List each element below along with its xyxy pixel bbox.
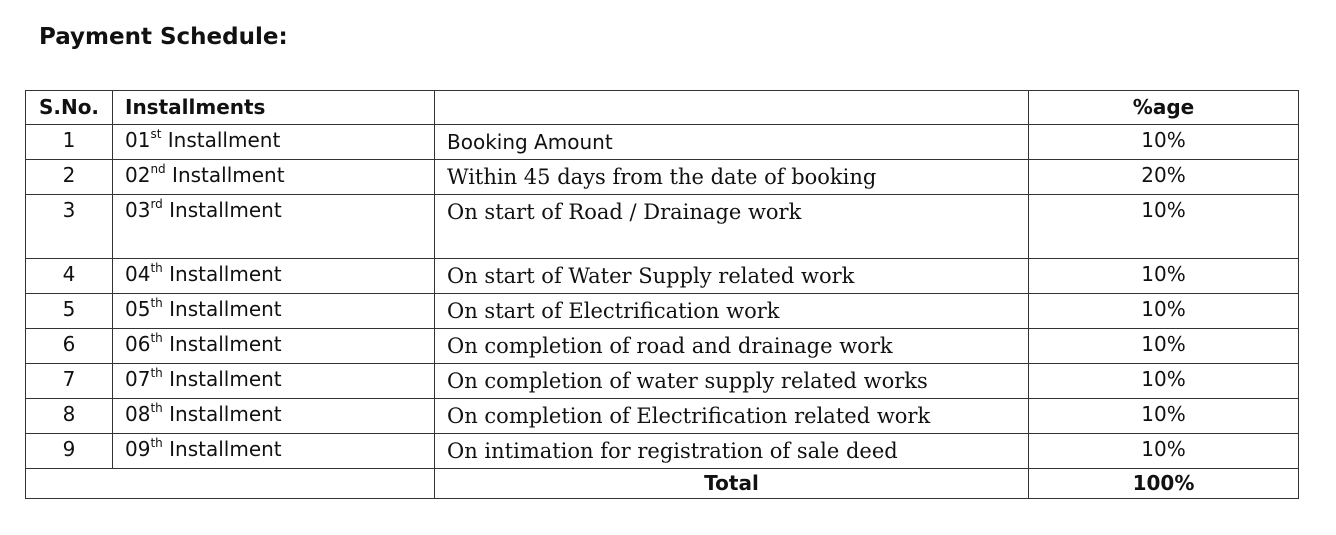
sno-cell: 6 — [25, 328, 113, 364]
table-row: 5 05th Installment On start of Electrifi… — [25, 293, 1299, 329]
installment-label: Installment — [169, 332, 282, 356]
sno-cell: 8 — [25, 398, 113, 434]
description-cell: On intimation for registration of sale d… — [434, 433, 1029, 469]
total-label: Total — [434, 468, 1029, 499]
table-header-row: S.No. Installments %age — [25, 90, 1299, 125]
installment-label: Installment — [169, 437, 282, 461]
table-row: 6 06th Installment On completion of road… — [25, 328, 1299, 364]
percentage-cell: 10% — [1028, 194, 1299, 259]
installment-label: Installment — [169, 402, 282, 426]
ordinal-suffix: rd — [150, 197, 163, 211]
installment-number: 04 — [125, 262, 151, 286]
description-cell: On completion of water supply related wo… — [434, 363, 1029, 399]
installment-cell: 04th Installment — [112, 258, 435, 294]
ordinal-suffix: th — [150, 296, 163, 310]
ordinal-suffix: nd — [150, 162, 166, 176]
installment-cell: 06th Installment — [112, 328, 435, 364]
installment-label: Installment — [172, 163, 285, 187]
ordinal-suffix: th — [150, 331, 163, 345]
percentage-cell: 20% — [1028, 159, 1299, 195]
sno-cell: 4 — [25, 258, 113, 294]
sno-cell: 3 — [25, 194, 113, 259]
sno-cell: 5 — [25, 293, 113, 329]
installment-label: Installment — [169, 297, 282, 321]
installment-cell: 05th Installment — [112, 293, 435, 329]
installment-number: 02 — [125, 163, 151, 187]
installment-cell: 09th Installment — [112, 433, 435, 469]
sno-cell: 7 — [25, 363, 113, 399]
sno-cell: 1 — [25, 124, 113, 160]
installment-label: Installment — [169, 367, 282, 391]
ordinal-suffix: st — [150, 127, 162, 141]
description-cell: On start of Water Supply related work — [434, 258, 1029, 294]
percentage-cell: 10% — [1028, 363, 1299, 399]
percentage-cell: 10% — [1028, 293, 1299, 329]
description-cell: On completion of road and drainage work — [434, 328, 1029, 364]
installment-number: 06 — [125, 332, 151, 356]
table-row: 4 04th Installment On start of Water Sup… — [25, 258, 1299, 294]
table-row: 7 07th Installment On completion of wate… — [25, 363, 1299, 399]
header-description — [434, 90, 1029, 125]
description-cell: On completion of Electrification related… — [434, 398, 1029, 434]
description-cell: On start of Road / Drainage work — [434, 194, 1029, 259]
installment-cell: 03rd Installment — [112, 194, 435, 259]
ordinal-suffix: th — [150, 366, 163, 380]
installment-label: Installment — [169, 262, 282, 286]
description-cell: Within 45 days from the date of booking — [434, 159, 1029, 195]
installment-number: 01 — [125, 128, 151, 152]
installment-number: 08 — [125, 402, 151, 426]
installment-label: Installment — [167, 128, 281, 152]
total-empty-cell — [25, 468, 435, 499]
sno-cell: 9 — [25, 433, 113, 469]
table-row: 8 08th Installment On completion of Elec… — [25, 398, 1299, 434]
percentage-cell: 10% — [1028, 433, 1299, 469]
payment-schedule-table: S.No. Installments %age 1 01st Installme… — [25, 90, 1299, 499]
page-title: Payment Schedule: — [39, 24, 288, 50]
table-row: 1 01st Installment Booking Amount 10% — [25, 124, 1299, 160]
percentage-cell: 10% — [1028, 398, 1299, 434]
installment-number: 09 — [125, 437, 151, 461]
percentage-cell: 10% — [1028, 258, 1299, 294]
table-row: 3 03rd Installment On start of Road / Dr… — [25, 194, 1299, 259]
sno-cell: 2 — [25, 159, 113, 195]
table-row: 2 02nd Installment Within 45 days from t… — [25, 159, 1299, 195]
total-row: Total 100% — [25, 468, 1299, 499]
installment-number: 03 — [125, 198, 151, 222]
installment-cell: 02nd Installment — [112, 159, 435, 195]
installment-cell: 08th Installment — [112, 398, 435, 434]
description-cell: Booking Amount — [434, 124, 1029, 160]
installment-cell: 07th Installment — [112, 363, 435, 399]
installment-label: Installment — [169, 198, 282, 222]
ordinal-suffix: th — [150, 401, 163, 415]
description-cell: On start of Electrification work — [434, 293, 1029, 329]
installment-cell: 01st Installment — [112, 124, 435, 160]
ordinal-suffix: th — [150, 436, 163, 450]
header-percentage: %age — [1028, 90, 1299, 125]
installment-number: 05 — [125, 297, 151, 321]
percentage-cell: 10% — [1028, 328, 1299, 364]
percentage-cell: 10% — [1028, 124, 1299, 160]
table-row: 9 09th Installment On intimation for reg… — [25, 433, 1299, 469]
ordinal-suffix: th — [150, 261, 163, 275]
total-percentage: 100% — [1028, 468, 1299, 499]
header-installments: Installments — [112, 90, 435, 125]
installment-number: 07 — [125, 367, 151, 391]
header-sno: S.No. — [25, 90, 113, 125]
